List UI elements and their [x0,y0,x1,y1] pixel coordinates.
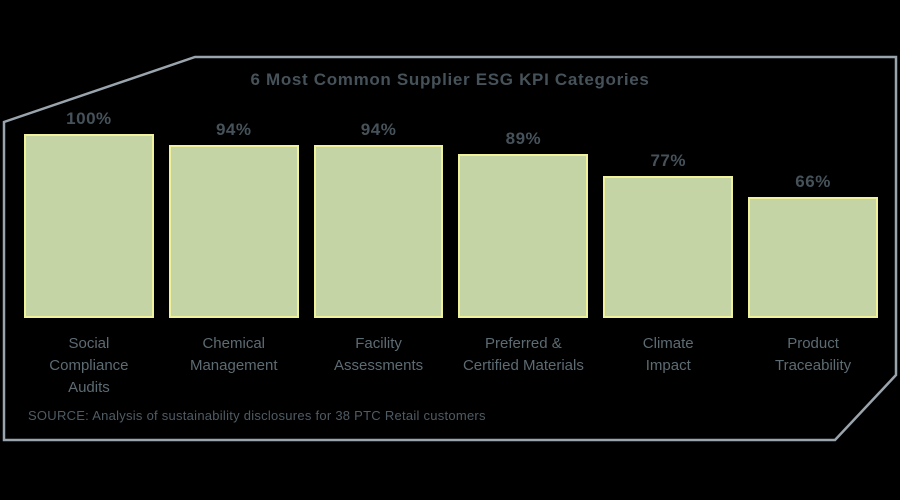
bar-category-label: Preferred & Certified Materials [462,335,584,374]
bar-value-label: 89% [505,129,542,148]
bar [313,145,444,318]
bar [168,145,299,318]
bar [458,154,589,318]
bar-value-label: 66% [795,172,831,191]
category-labels-row: Social Compliance Audits Chemical Managem… [24,333,878,398]
bar-category-label: Chemical Management [189,335,278,374]
bar-column: 89% [458,108,589,318]
bar-value-label: 94% [215,120,252,139]
bar-column: 94% [313,108,444,318]
bar [603,176,734,318]
bar [748,197,878,318]
bar-column: 77% [603,108,734,318]
bar-value-label: 100% [66,109,112,128]
bar-category-label: Climate Impact [642,335,694,374]
bar-category-label: Facility Assessments [333,335,424,374]
bar-value-label: 77% [650,151,686,170]
bar-category-label: Social Compliance Audits [49,335,129,396]
bar-column: 66% [748,108,878,318]
source-note: SOURCE: Analysis of sustainability discl… [28,408,486,423]
bar [24,134,154,318]
bar-column: 94% [168,108,299,318]
bar-category-label: Product Traceability [774,335,852,374]
bar-column: 100% [24,108,154,318]
bars-row: 100% 94% 94% 89% 77% 66% [24,108,878,318]
chart-title: 6 Most Common Supplier ESG KPI Categorie… [250,70,650,89]
bar-value-label: 94% [360,120,397,139]
